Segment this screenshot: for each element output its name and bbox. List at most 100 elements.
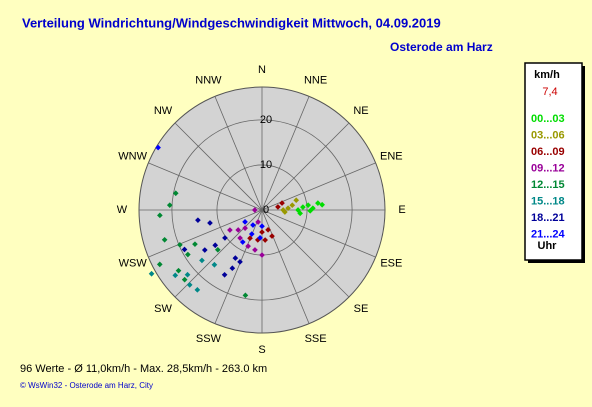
direction-label: ESE — [380, 257, 402, 269]
direction-label: SW — [154, 303, 172, 315]
direction-label: NNW — [195, 75, 222, 87]
data-point — [250, 222, 256, 228]
data-point — [300, 204, 306, 210]
legend-header: km/h — [534, 69, 560, 81]
data-point — [242, 219, 248, 225]
legend-entry: 15...18 — [531, 195, 565, 207]
data-point — [185, 251, 191, 258]
data-point — [232, 255, 239, 261]
data-point — [221, 271, 228, 278]
data-point — [186, 282, 193, 288]
data-point — [207, 220, 213, 226]
data-point — [252, 247, 258, 253]
data-point — [156, 261, 163, 268]
data-point — [184, 271, 191, 278]
data-point — [307, 208, 314, 214]
data-point — [222, 235, 228, 241]
legend-shadow — [528, 260, 585, 263]
data-point — [181, 246, 188, 253]
data-point — [293, 197, 300, 204]
data-point — [255, 219, 261, 225]
direction-label: SSW — [196, 333, 222, 345]
spoke — [174, 122, 263, 211]
data-point — [237, 259, 243, 265]
data-point — [155, 144, 161, 151]
legend-entry: 00...03 — [531, 113, 565, 125]
data-point — [181, 276, 188, 283]
legend-entry: 03...06 — [531, 129, 565, 141]
data-point — [157, 212, 163, 219]
legend-entry: 12...15 — [531, 179, 565, 191]
data-point — [172, 272, 179, 279]
spoke — [214, 96, 263, 211]
direction-label: WNW — [118, 150, 147, 162]
legend-box — [524, 62, 583, 261]
data-point — [262, 237, 268, 243]
data-point — [315, 200, 321, 206]
data-point — [199, 257, 205, 264]
spoke — [148, 209, 263, 258]
data-point — [211, 261, 218, 268]
spoke — [261, 209, 350, 298]
data-point — [214, 246, 221, 253]
data-point — [227, 227, 233, 233]
data-point — [195, 217, 201, 223]
direction-label: E — [398, 204, 405, 216]
spoke — [214, 209, 263, 324]
data-point — [175, 267, 182, 274]
data-point — [305, 202, 311, 208]
legend-entry: 18...21 — [531, 212, 565, 224]
data-point — [269, 233, 275, 239]
direction-label: ENE — [380, 150, 403, 162]
data-point — [229, 265, 236, 272]
data-point — [265, 226, 271, 233]
r-tick-label: 20 — [260, 114, 272, 126]
data-point — [192, 241, 198, 247]
data-point — [259, 229, 265, 235]
data-point — [247, 235, 253, 242]
data-point — [235, 227, 242, 233]
copyright: © WsWin32 - Osterode am Harz, City — [20, 381, 153, 390]
data-point — [237, 235, 243, 241]
chart-subtitle: Osterode am Harz — [390, 40, 493, 54]
data-point — [245, 243, 251, 250]
spoke — [261, 122, 350, 211]
data-point — [242, 225, 248, 231]
data-point — [248, 231, 255, 237]
legend-footer: Uhr — [538, 240, 558, 252]
data-point — [282, 209, 288, 215]
chart-title: Verteilung Windrichtung/Windgeschwindigk… — [22, 15, 441, 30]
legend-entry: 21...24 — [531, 228, 566, 240]
data-point — [166, 202, 173, 208]
r-tick-label: 10 — [260, 159, 272, 171]
spoke — [261, 209, 376, 258]
legend-value: 7,4 — [542, 86, 557, 98]
data-point — [259, 223, 265, 230]
spoke — [261, 96, 310, 211]
r-tick-label: 0 — [263, 204, 269, 216]
data-point — [161, 236, 168, 243]
data-point — [297, 210, 303, 217]
data-point — [212, 242, 219, 249]
data-point — [259, 252, 265, 258]
grid-ring — [171, 119, 353, 301]
data-point — [148, 270, 155, 277]
direction-label: NE — [353, 105, 368, 117]
direction-label: WSW — [119, 257, 148, 269]
data-point — [275, 204, 281, 210]
direction-label: NNE — [304, 75, 327, 87]
spoke — [148, 162, 263, 211]
data-point — [194, 287, 201, 293]
data-point — [201, 247, 208, 253]
direction-label: SSE — [305, 333, 327, 345]
legend-entry: 06...09 — [531, 146, 565, 158]
direction-label: NW — [154, 105, 173, 117]
legend-shadow — [582, 66, 585, 263]
direction-label: W — [117, 204, 128, 216]
data-point — [289, 202, 296, 209]
data-point — [251, 207, 258, 213]
data-point — [242, 292, 249, 299]
data-point — [279, 200, 285, 206]
data-point — [239, 239, 246, 245]
